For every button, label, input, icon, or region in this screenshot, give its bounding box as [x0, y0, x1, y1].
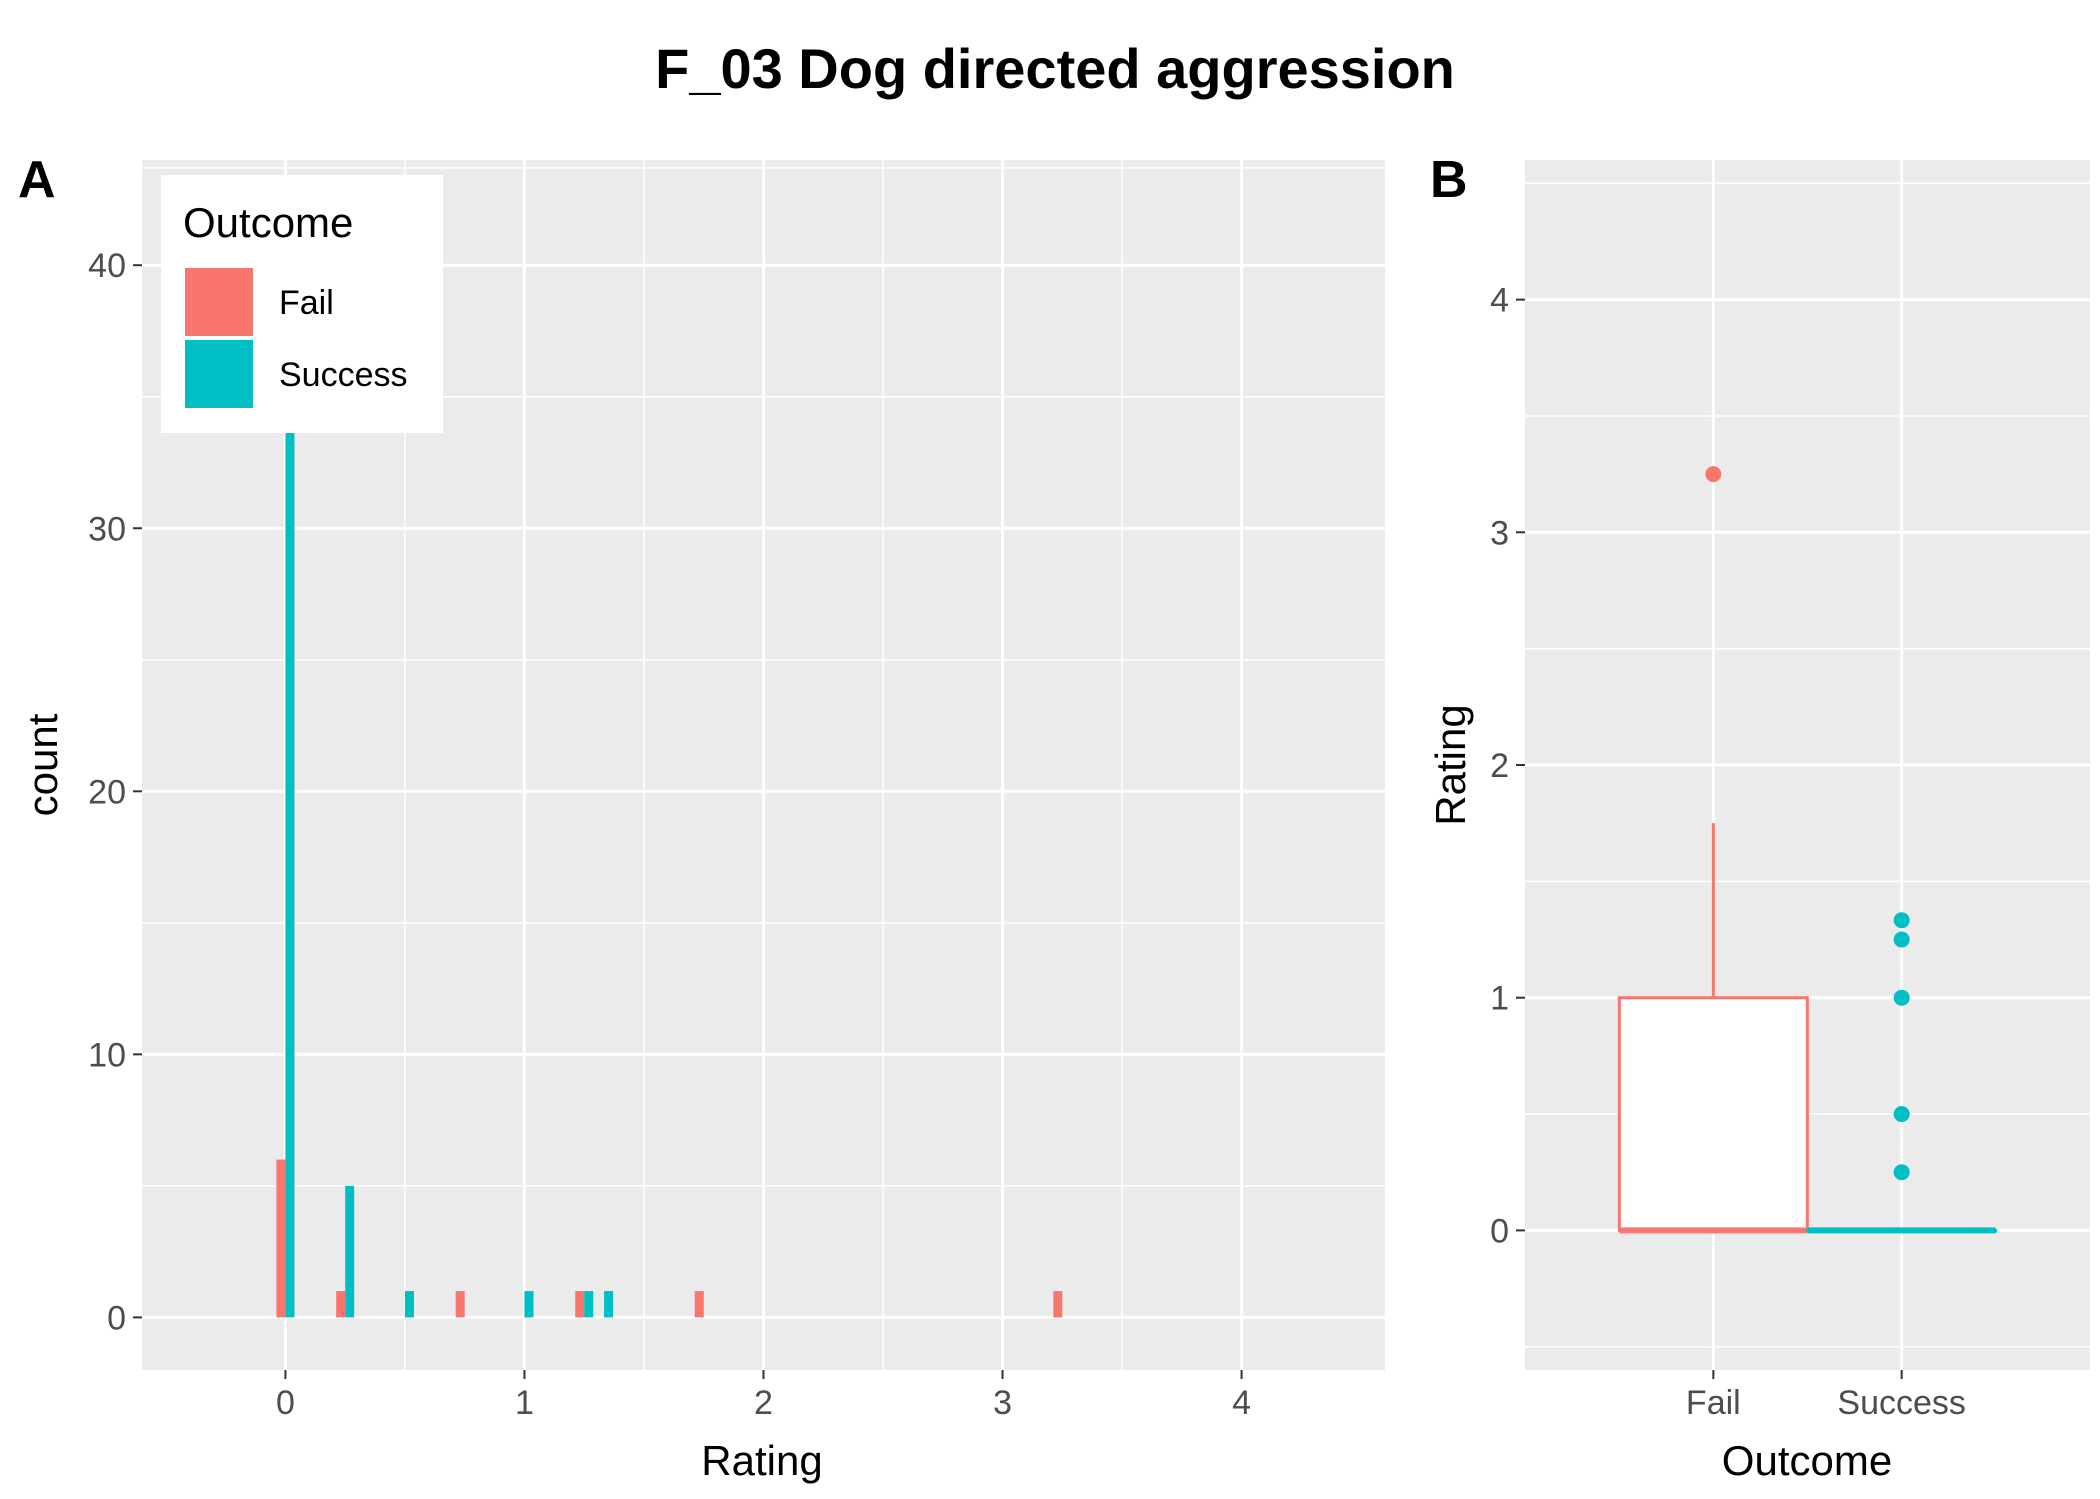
panel-b-x-tick-label: Fail	[1686, 1384, 1741, 1422]
panel-a-tag: A	[18, 151, 56, 209]
panel-a-bar-fail	[694, 1291, 704, 1318]
panel-a-y-tick-label: 40	[88, 247, 126, 285]
panel-b-y-axis-title: Rating	[1427, 704, 1474, 825]
panel-a-bar-success	[285, 396, 295, 1318]
panel-a-y-tick-label: 0	[107, 1299, 126, 1337]
panel-a-y-tick-label: 10	[88, 1036, 126, 1074]
panel-a-bar-success	[584, 1291, 594, 1318]
panel-b-x-axis-title: Outcome	[1722, 1437, 1892, 1484]
legend-label-success: Success	[279, 356, 408, 394]
legend-key-fail	[185, 268, 253, 336]
panel-b-y-tick-label: 2	[1490, 747, 1509, 785]
panel-b-box-fail	[1617, 996, 1809, 1232]
panel-b-outlier-success	[1893, 1106, 1910, 1123]
panel-a-bar-fail	[1053, 1291, 1063, 1318]
figure-title: F_03 Dog directed aggression	[655, 37, 1455, 100]
panel-a-bar-success	[404, 1291, 414, 1318]
panel-a-y-tick-label: 30	[88, 510, 126, 548]
panel-b-x-tick-label: Success	[1837, 1384, 1966, 1422]
panel-b-boxplot: 0 1 2 3 4 Fail Success	[1490, 160, 2090, 1422]
panel-b-outlier-success	[1893, 912, 1910, 929]
panel-a-bar-success	[345, 1185, 355, 1318]
panel-a-x-tick-label: 1	[515, 1384, 534, 1422]
panel-a-y-axis-title: count	[19, 713, 66, 816]
panel-a-bar-success	[524, 1291, 534, 1318]
panel-a-bar-fail	[455, 1291, 465, 1318]
panel-a-y-tick-label: 20	[88, 773, 126, 811]
panel-a-bar-fail	[336, 1291, 346, 1318]
panel-a-bar-fail	[276, 1159, 286, 1318]
panel-b-y-tick-label: 4	[1490, 282, 1509, 320]
legend-label-fail: Fail	[279, 284, 334, 322]
panel-b-tag: B	[1430, 151, 1468, 209]
panel-a-x-tick-label: 4	[1232, 1384, 1251, 1422]
panel-b-y-tick-label: 3	[1490, 514, 1509, 552]
panel-b-outlier-success	[1893, 989, 1910, 1006]
panel-b-outlier-fail	[1705, 466, 1722, 483]
legend-key-success	[185, 340, 253, 408]
panel-a-bar-success	[604, 1291, 614, 1318]
panel-a-x-tick-label: 2	[754, 1384, 773, 1422]
panel-a-bar-fail	[575, 1291, 585, 1318]
panel-b-outlier-success	[1893, 931, 1910, 948]
panel-a-x-axis-title: Rating	[701, 1437, 822, 1484]
panel-b-y-tick-label: 0	[1490, 1212, 1509, 1250]
panel-b-y-tick-label: 1	[1490, 980, 1509, 1018]
panel-a-x-tick-label: 3	[993, 1384, 1012, 1422]
legend: Outcome Fail Success	[161, 175, 443, 433]
panel-b-outlier-success	[1893, 1164, 1910, 1181]
legend-title: Outcome	[183, 199, 353, 246]
panel-a-x-tick-label: 0	[276, 1384, 295, 1422]
